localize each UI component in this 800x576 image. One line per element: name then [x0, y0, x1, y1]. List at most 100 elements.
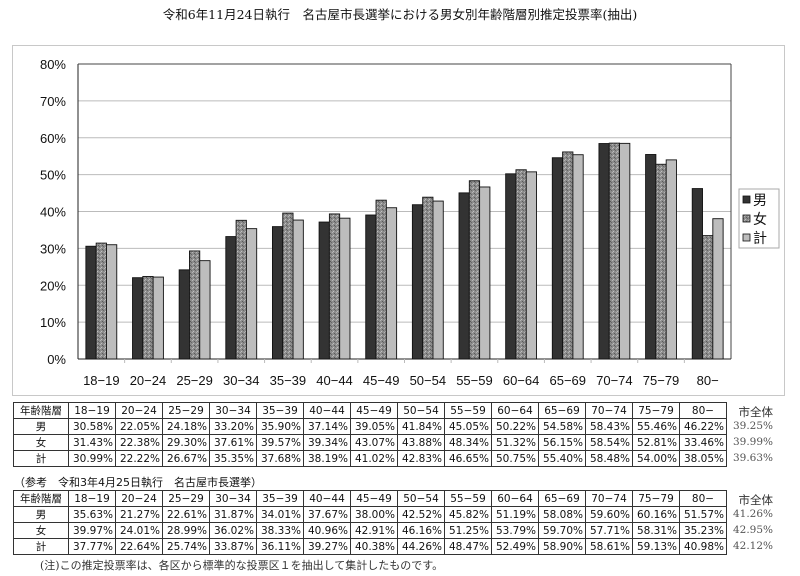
column-header: 65−69 [538, 402, 586, 419]
bar-計 [385, 207, 398, 360]
legend-swatch-計 [742, 233, 751, 242]
column-header: 50−54 [397, 490, 445, 507]
table-cell: 25.74% [162, 538, 210, 555]
bars [85, 142, 724, 360]
legend-label: 女 [753, 211, 767, 228]
column-header: 70−74 [585, 402, 633, 419]
footnote: (注)この推定投票率は、各区から標準的な投票区１を抽出して集計したものです。 [40, 559, 444, 572]
table-cell: 50.75% [491, 450, 539, 467]
table-cell: 41.84% [397, 418, 445, 435]
table-cell: 35.90% [256, 418, 304, 435]
table-cell: 30.99% [68, 450, 116, 467]
table-cell: 44.26% [397, 538, 445, 555]
column-header: 80− [679, 490, 727, 507]
bar-女 [702, 235, 714, 360]
x-tick-label: 25−29 [176, 373, 213, 388]
table-cell: 35.35% [209, 450, 257, 467]
table-cell: 39.27% [303, 538, 351, 555]
table-cell: 58.90% [538, 538, 586, 555]
bar-男 [458, 192, 470, 360]
bar-女 [142, 276, 154, 360]
table-cell: 45.82% [444, 506, 492, 523]
table-cell: 51.19% [491, 506, 539, 523]
bar-計 [619, 142, 631, 360]
column-header: 70−74 [585, 490, 633, 507]
bar-計 [479, 186, 491, 360]
table-cell: 52.81% [632, 434, 680, 451]
table-cell: 59.13% [632, 538, 680, 555]
table-cell: 58.61% [585, 538, 633, 555]
bar-女 [328, 213, 341, 360]
y-tick-label: 10% [40, 315, 66, 330]
table-cell: 37.77% [68, 538, 116, 555]
x-tick-label: 70−74 [596, 373, 633, 388]
column-header: 80− [679, 402, 727, 419]
table-cell: 22.05% [115, 418, 163, 435]
column-header: 60−64 [491, 402, 539, 419]
table-cell: 22.64% [115, 538, 163, 555]
table-cell: 39.05% [350, 418, 398, 435]
bar-女 [608, 142, 620, 360]
x-tick-label: 50−54 [410, 373, 447, 388]
table-cell: 59.70% [538, 522, 586, 539]
table-cell: 59.60% [585, 506, 633, 523]
city-total-value: 42.12% [732, 539, 773, 552]
table-cell: 35.23% [679, 522, 727, 539]
bar-計 [432, 200, 444, 360]
table-cell: 22.38% [115, 434, 163, 451]
table-cell: 45.05% [444, 418, 492, 435]
current-election-table: 年齢階層 18−19 20−24 25−29 30−34 35−39 40−44 45−49 5… [13, 402, 727, 467]
column-header: 20−24 [115, 490, 163, 507]
table-cell: 35.63% [68, 506, 116, 523]
legend: 男女計 [738, 188, 780, 249]
table-cell: 38.33% [256, 522, 304, 539]
column-header: 55−59 [444, 490, 492, 507]
bar-男 [551, 157, 564, 360]
x-tick-label: 30−34 [223, 373, 260, 388]
bar-男 [271, 226, 284, 360]
table-cell: 52.49% [491, 538, 539, 555]
bar-女 [189, 250, 201, 360]
table-cell: 42.83% [397, 450, 445, 467]
bar-男 [318, 221, 330, 360]
table-cell: 33.87% [209, 538, 257, 555]
table-cell: 37.14% [303, 418, 351, 435]
table-cell: 37.61% [209, 434, 257, 451]
x-tick-label: 65−69 [549, 373, 586, 388]
column-header: 18−19 [68, 490, 116, 507]
page-title: 令和6年11月24日執行 名古屋市長選挙における男女別年齢階層別推定投票率(抽出… [162, 7, 638, 22]
bar-女 [282, 212, 294, 360]
bar-計 [712, 218, 724, 360]
table-cell: 34.01% [256, 506, 304, 523]
table-cell: 37.67% [303, 506, 351, 523]
table-cell: 54.58% [538, 418, 586, 435]
table-cell: 46.16% [397, 522, 445, 539]
x-tick-label: 35−39 [270, 373, 307, 388]
table-cell: 40.98% [679, 538, 727, 555]
column-header: 25−29 [162, 402, 210, 419]
column-header: 30−34 [209, 490, 257, 507]
table-cell: 28.99% [162, 522, 210, 539]
bar-男 [505, 173, 517, 360]
table-cell: 51.25% [444, 522, 492, 539]
column-header: 75−79 [632, 490, 680, 507]
reference-caption: （参考 令和3年4月25日執行 名古屋市長選挙） [14, 476, 262, 489]
column-header: 25−29 [162, 490, 210, 507]
row-label: 男 [13, 506, 69, 523]
row-label: 女 [13, 522, 69, 539]
table-cell: 36.02% [209, 522, 257, 539]
column-header: 18−19 [68, 402, 116, 419]
table-cell: 55.46% [632, 418, 680, 435]
table-cell: 46.65% [444, 450, 492, 467]
city-total-value: 39.63% [732, 451, 773, 464]
column-header: 40−44 [303, 402, 351, 419]
x-tick-label: 18−19 [83, 373, 120, 388]
x-tick-label: 40−44 [316, 373, 353, 388]
y-tick-label: 70% [40, 94, 66, 109]
column-header: 35−39 [256, 402, 304, 419]
table-cell: 38.19% [303, 450, 351, 467]
table-cell: 53.79% [491, 522, 539, 539]
legend-swatch-男 [742, 195, 751, 204]
city-total-header: 市全体 [738, 492, 774, 507]
y-tick-label: 80% [40, 57, 66, 72]
